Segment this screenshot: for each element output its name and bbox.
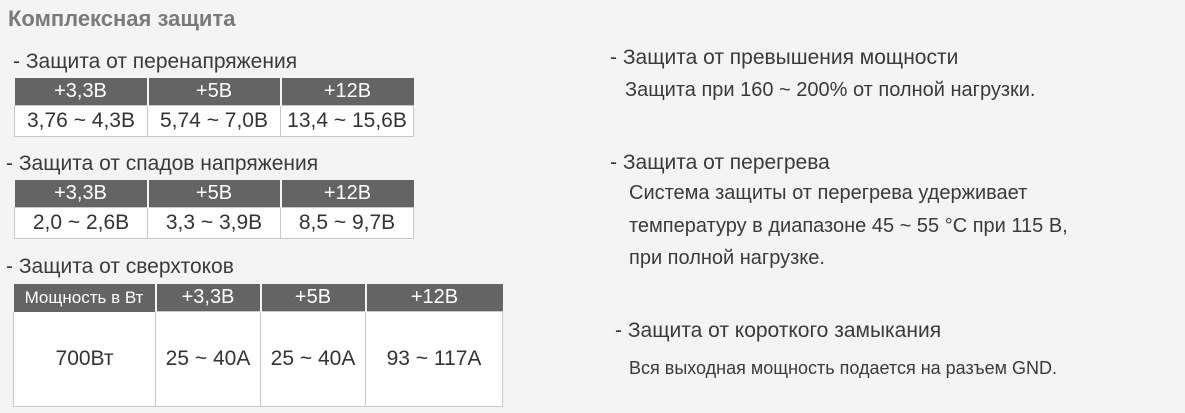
short-circuit-heading: - Защита от короткого замыкания <box>615 319 942 342</box>
header-cell: +3,3В <box>14 180 148 208</box>
table-header-row: +3,3В +5В +12В <box>14 180 414 208</box>
value-cell: 3,76 ~ 4,3В <box>14 105 148 137</box>
table-header-row: Мощность в Вт +3,3В +5В +12В <box>13 284 503 312</box>
overheat-line: Система защиты от перегрева удерживает <box>629 182 1028 204</box>
header-cell: +12В <box>279 78 414 106</box>
overcurrent-heading: - Защита от сверхтоков <box>6 255 234 278</box>
overvoltage-heading: - Защита от перенапряжения <box>13 50 298 73</box>
value-cell: 13,4 ~ 15,6В <box>280 105 414 137</box>
value-cell: 2,0 ~ 2,6В <box>14 207 148 239</box>
value-cell: 93 ~ 117А <box>365 311 503 407</box>
header-cell: +3,3В <box>14 78 148 106</box>
table-row: 700Вт 25 ~ 40А 25 ~ 40А 93 ~ 117А <box>13 311 503 407</box>
header-cell: +3,3В <box>154 284 261 312</box>
value-cell: 5,74 ~ 7,0В <box>147 105 281 137</box>
header-cell: +5В <box>146 78 281 106</box>
overheat-heading: - Защита от перегрева <box>610 151 830 174</box>
short-circuit-text: Вся выходная мощность подается на разъем… <box>629 358 1057 378</box>
value-cell: 25 ~ 40А <box>260 311 366 407</box>
overheat-line: при полной нагрузке. <box>629 247 825 269</box>
table-row: 2,0 ~ 2,6В 3,3 ~ 3,9В 8,5 ~ 9,7В <box>14 207 414 239</box>
overpower-text: Защита при 160 ~ 200% от полной нагрузки… <box>625 79 1036 101</box>
value-cell: 700Вт <box>13 311 156 407</box>
header-cell: Мощность в Вт <box>13 284 156 312</box>
overvoltage-table: +3,3В +5В +12В 3,76 ~ 4,3В 5,74 ~ 7,0В 1… <box>14 78 414 137</box>
table-header-row: +3,3В +5В +12В <box>14 78 414 106</box>
overheat-line: температуру в диапазоне 45 ~ 55 °C при 1… <box>629 215 1068 237</box>
undervoltage-heading: - Защита от спадов напряжения <box>6 152 319 175</box>
header-cell: +5В <box>259 284 366 312</box>
header-cell: +12В <box>279 180 414 208</box>
header-cell: +12В <box>364 284 503 312</box>
overcurrent-table: Мощность в Вт +3,3В +5В +12В 700Вт 25 ~ … <box>13 284 503 407</box>
overpower-heading: - Защита от превышения мощности <box>610 46 959 69</box>
value-cell: 3,3 ~ 3,9В <box>147 207 281 239</box>
value-cell: 8,5 ~ 9,7В <box>280 207 414 239</box>
value-cell: 25 ~ 40А <box>155 311 261 407</box>
page-title: Комплексная защита <box>8 6 236 31</box>
undervoltage-table: +3,3В +5В +12В 2,0 ~ 2,6В 3,3 ~ 3,9В 8,5… <box>14 180 414 239</box>
header-cell: +5В <box>146 180 281 208</box>
table-row: 3,76 ~ 4,3В 5,74 ~ 7,0В 13,4 ~ 15,6В <box>14 105 414 137</box>
